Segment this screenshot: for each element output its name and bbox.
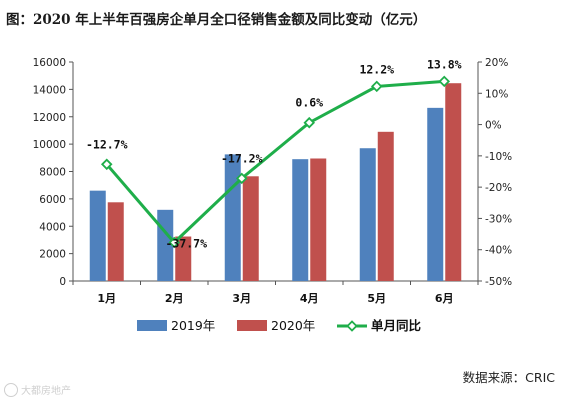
y-left-tick-label: 6000 — [39, 194, 66, 206]
bar-2019年 — [359, 148, 376, 281]
bar-2020年 — [242, 176, 259, 281]
watermark: 大都房地产 — [4, 382, 71, 397]
y-left-tick-label: 4000 — [39, 221, 66, 233]
y-right-tick-label: -20% — [485, 182, 512, 194]
axes: 0 2000 4000 6000 8000 10000 12000 14000 16000 -50… — [33, 57, 513, 305]
y-right-tick-label: -40% — [485, 245, 512, 257]
line-data-label: -17.2% — [221, 151, 263, 165]
bar-2020年 — [377, 131, 394, 281]
x-tick-label: 2月 — [165, 292, 184, 305]
legend: 2019年 2020年 单月同比 — [137, 318, 422, 333]
watermark-text: 大都房地产 — [21, 386, 71, 397]
line-point — [370, 80, 383, 93]
y-left-tick-label: 8000 — [39, 167, 66, 179]
bar-2020年 — [175, 236, 192, 281]
x-tick-label: 4月 — [300, 292, 319, 305]
data-labels: -12.7% -37.7% -17.2% 0.6% 12.2% 13.8% — [86, 57, 462, 250]
legend-label: 2019年 — [171, 318, 215, 333]
x-tick-label: 6月 — [435, 292, 454, 305]
bar-2019年 — [89, 190, 106, 281]
line-data-label: -37.7% — [165, 237, 207, 251]
line-point — [168, 236, 181, 249]
legend-marker — [346, 320, 358, 332]
legend-swatch — [237, 320, 267, 331]
line-point — [100, 158, 113, 171]
y-right-tick-label: -10% — [485, 151, 512, 163]
y-left-tick-label: 0 — [59, 276, 66, 288]
legend-label: 单月同比 — [371, 318, 422, 333]
y-left-tick-label: 2000 — [39, 249, 66, 261]
source-note: 数据来源：CRIC — [462, 370, 555, 385]
watermark-icon — [4, 382, 18, 397]
bar-2020年 — [445, 83, 462, 281]
bar-2019年 — [292, 159, 309, 281]
bar-2020年 — [107, 202, 124, 281]
line-point — [235, 172, 248, 185]
y-right-tick-label: 20% — [485, 57, 508, 69]
legend-label: 2020年 — [271, 318, 315, 333]
x-tick-label: 3月 — [232, 292, 251, 305]
line-data-label: 0.6% — [295, 96, 323, 110]
y-right-tick-label: 0% — [485, 120, 502, 132]
bar-2020年 — [310, 158, 327, 281]
chart-title: 图：2020 年上半年百强房企单月全口径销售金额及同比变动（亿元） — [6, 12, 427, 28]
line-point — [438, 75, 451, 88]
bar-2019年 — [427, 107, 444, 282]
line-data-label: 13.8% — [427, 57, 462, 71]
y-right-tick-label: 10% — [485, 88, 508, 100]
line-series — [105, 79, 445, 245]
y-left-tick-label: 10000 — [33, 139, 66, 151]
yoy-line — [100, 75, 451, 249]
y-left-tick-label: 16000 — [33, 57, 66, 69]
y-left-tick-label: 12000 — [33, 112, 66, 124]
bar-2019年 — [224, 154, 241, 281]
line-data-label: -12.7% — [86, 137, 128, 151]
y-left-tick-label: 14000 — [33, 84, 66, 96]
legend-swatch — [137, 320, 167, 331]
x-tick-label: 1月 — [97, 292, 116, 305]
y-right-tick-label: -30% — [485, 213, 512, 225]
line-point — [303, 116, 316, 129]
x-tick-label: 5月 — [367, 292, 386, 305]
bars — [89, 83, 462, 282]
line-data-label: 12.2% — [359, 62, 394, 76]
y-right-tick-label: -50% — [485, 276, 512, 288]
